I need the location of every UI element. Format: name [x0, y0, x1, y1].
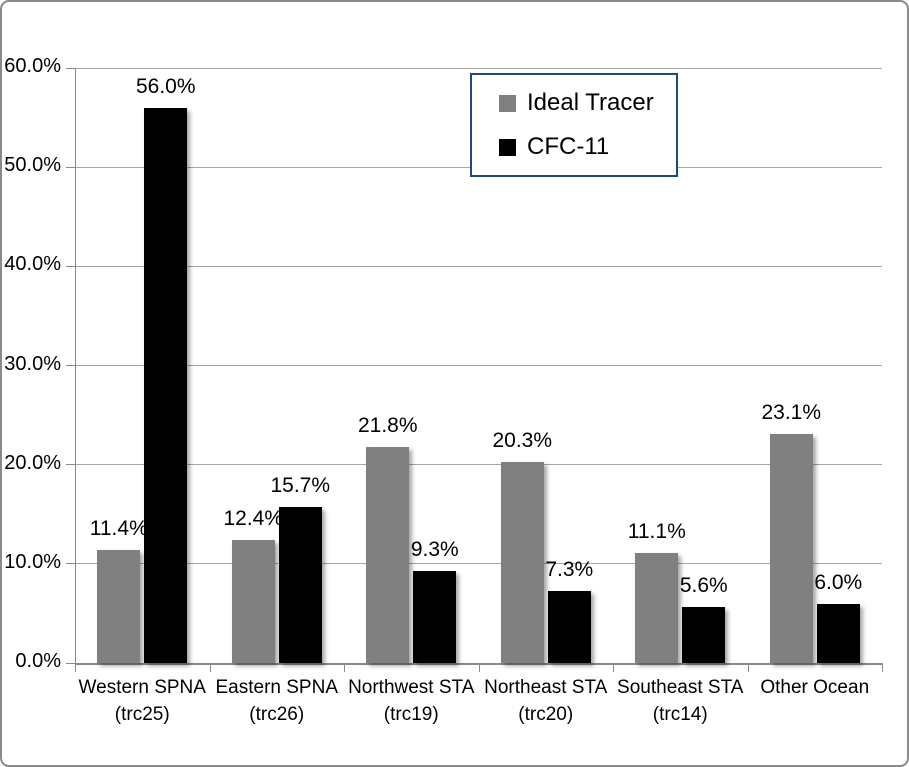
y-axis-tick-label: 30.0% — [4, 352, 61, 375]
value-label: 11.4% — [89, 516, 148, 540]
y-tick — [66, 166, 75, 168]
x-tick — [747, 663, 749, 672]
y-tick — [66, 563, 75, 565]
y-axis-line — [75, 68, 76, 663]
y-tick — [66, 662, 75, 664]
category-label-line: (trc14) — [652, 704, 708, 725]
category-label-line: (trc26) — [249, 704, 305, 725]
legend-label-cfc-11: CFC-11 — [527, 133, 610, 160]
category-label-line: Eastern SPNA — [215, 677, 339, 698]
category-label-line: Southeast STA — [617, 677, 744, 698]
legend-swatch-cfc-11 — [499, 138, 516, 156]
x-tick — [882, 663, 883, 672]
bar-cfc-11 — [682, 607, 726, 663]
bar-ideal-tracer — [97, 549, 141, 663]
bar-cfc-11 — [413, 570, 457, 663]
category-label-line: Northeast STA — [484, 677, 608, 698]
legend-item-ideal-tracer: Ideal Tracer — [499, 89, 676, 117]
y-axis-tick-label: 40.0% — [4, 253, 61, 276]
value-label: 7.3% — [545, 557, 594, 581]
y-axis-tick-label: 60.0% — [4, 55, 61, 77]
bar-ideal-tracer — [500, 461, 544, 663]
x-tick — [209, 663, 211, 672]
category-label-line: (trc25) — [114, 704, 170, 725]
bar-cfc-11 — [816, 603, 860, 663]
value-label: 11.1% — [627, 519, 686, 543]
value-label: 21.8% — [357, 413, 418, 437]
bar-cfc-11 — [278, 507, 322, 663]
value-label: 5.6% — [679, 574, 728, 598]
category-label-line: Northwest STA — [348, 677, 475, 698]
y-axis-tick-label: 0.0% — [15, 650, 61, 672]
category-label-line: (trc20) — [518, 704, 574, 725]
category-label: Southeast STA (trc14) — [610, 674, 750, 728]
category-label-line: Western SPNA — [78, 677, 206, 698]
bar-cfc-11 — [547, 590, 591, 663]
bar-cfc-11 — [144, 107, 188, 663]
gridline — [75, 365, 882, 366]
x-tick — [75, 663, 76, 672]
value-label: 6.0% — [814, 570, 863, 594]
bar-ideal-tracer — [366, 446, 410, 663]
category-label-line: (trc19) — [383, 704, 439, 725]
x-tick — [478, 663, 480, 672]
y-axis-tick-label: 50.0% — [4, 154, 61, 177]
category-label: Northeast STA (trc20) — [476, 674, 616, 728]
value-label: 20.3% — [492, 428, 553, 452]
y-tick — [66, 464, 75, 466]
legend-swatch-ideal-tracer — [499, 94, 516, 112]
gridline — [75, 563, 882, 565]
x-tick — [613, 663, 614, 672]
y-axis-tick-label: 10.0% — [4, 550, 61, 573]
value-label: 56.0% — [135, 74, 196, 98]
bar-ideal-tracer — [769, 433, 813, 663]
value-label: 9.3% — [410, 537, 459, 561]
gridline — [75, 265, 882, 267]
y-tick — [66, 265, 75, 267]
category-label: Eastern SPNA (trc26) — [207, 674, 347, 728]
gridline — [75, 67, 882, 69]
y-tick — [66, 365, 75, 366]
bar-ideal-tracer — [635, 552, 679, 663]
gridline — [75, 464, 882, 466]
value-label: 15.7% — [270, 474, 331, 498]
value-label: 23.1% — [761, 400, 822, 424]
legend-item-cfc-11: CFC-11 — [499, 133, 676, 161]
legend: Ideal Tracer CFC-11 — [470, 73, 678, 177]
bar-ideal-tracer — [231, 540, 275, 663]
y-axis-tick-label: 20.0% — [4, 451, 61, 474]
category-label: Western SPNA (trc25) — [72, 674, 212, 728]
y-tick — [66, 67, 75, 69]
value-label: 12.4% — [223, 507, 284, 531]
x-tick — [344, 663, 345, 672]
legend-label-ideal-tracer: Ideal Tracer — [527, 89, 654, 116]
category-label: Northwest STA (trc19) — [341, 674, 481, 728]
category-label-line: Other Ocean — [760, 677, 870, 698]
category-label: Other Ocean — [745, 674, 885, 701]
